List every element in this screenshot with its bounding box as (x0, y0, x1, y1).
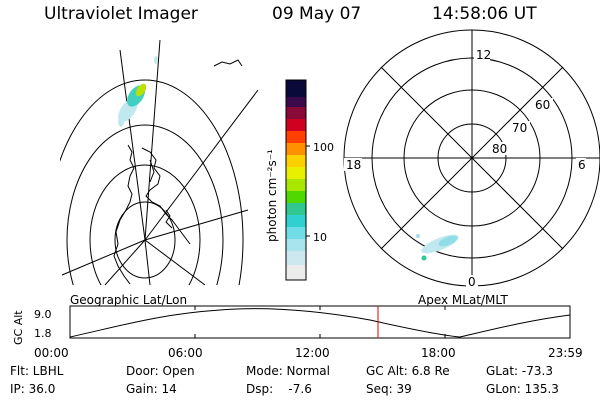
geo-emission (118, 56, 158, 127)
geographic-map (60, 40, 259, 285)
coastline (149, 159, 155, 183)
lat-label-80: 80 (492, 142, 507, 156)
glat-status: GLat: -73.3 (486, 364, 553, 378)
gc-alt-status: GC Alt: 6.8 Re (366, 364, 450, 378)
time-tick-2359: 23:59 (548, 346, 583, 360)
meridian (61, 239, 146, 276)
polar-plot (343, 29, 600, 287)
coastline (113, 144, 135, 285)
time-tick-0000: 00:00 (34, 346, 69, 360)
meridian (144, 40, 161, 241)
meridian (144, 239, 206, 285)
meridian (144, 89, 259, 241)
time-label: 14:58:06 UT (432, 4, 537, 24)
time-tick-0600: 06:00 (168, 346, 203, 360)
mlt-label-18: 18 (346, 158, 361, 172)
altitude-ylabel: GC Alt (12, 310, 25, 345)
altitude-plot-frame (69, 305, 571, 339)
meridian (119, 49, 146, 241)
lat-circle (66, 124, 224, 285)
polar-emission (416, 234, 459, 261)
lat-circle (114, 201, 176, 279)
lat-circle (60, 79, 244, 285)
dsp-status: Dsp: -7.6 (246, 382, 312, 396)
meridian (104, 239, 146, 285)
polar-labels: 12 18 6 0 60 70 80 (344, 48, 586, 289)
altitude-ytick-low: 1.8 (34, 327, 52, 340)
mode-status: Mode: Normal (246, 364, 330, 378)
time-tick-1800: 18:00 (421, 346, 456, 360)
colorbar: 100 10 photon cm⁻²s⁻¹ (265, 79, 334, 281)
coastline (213, 59, 243, 67)
instrument-title: Ultraviolet Imager (44, 4, 198, 24)
altitude-curve (69, 308, 571, 338)
lat-label-60: 60 (535, 98, 550, 112)
altitude-ytick-high: 9.0 (34, 308, 52, 321)
meridian (144, 239, 151, 285)
coastline (165, 209, 173, 229)
gain-status: Gain: 14 (126, 382, 177, 396)
apex-projection-label: Apex MLat/MLT (418, 293, 508, 307)
mlt-diagonal (380, 66, 564, 250)
mlt-label-0: 0 (468, 275, 476, 289)
colorbar-tick-100: 100 (313, 141, 334, 154)
geographic-projection-label: Geographic Lat/Lon (70, 293, 187, 307)
ip-status: IP: 36.0 (10, 382, 56, 396)
door-status: Door: Open (126, 364, 195, 378)
time-tick-1200: 12:00 (295, 346, 330, 360)
colorbar-tick-10: 10 (313, 231, 327, 244)
seq-status: Seq: 39 (366, 382, 412, 396)
date-label: 09 May 07 (272, 4, 362, 24)
mlt-label-6: 6 (578, 158, 586, 172)
glon-status: GLon: 135.3 (486, 382, 559, 396)
filter-status: Flt: LBHL (10, 364, 64, 378)
meridian (144, 209, 249, 241)
altitude-plot: 9.0 1.8 GC Alt 00:00 06:00 12:00 18:00 2… (12, 305, 583, 360)
lat-label-70: 70 (512, 121, 527, 135)
mlt-label-12: 12 (476, 48, 491, 62)
colorbar-label: photon cm⁻²s⁻¹ (265, 149, 279, 242)
lat-circle (89, 164, 201, 285)
coastline (141, 147, 191, 245)
